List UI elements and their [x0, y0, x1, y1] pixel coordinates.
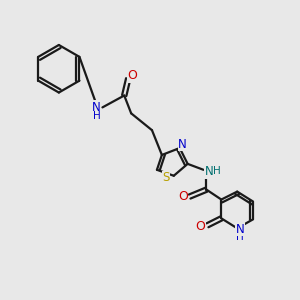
Text: N: N	[205, 165, 214, 178]
Text: H: H	[236, 232, 244, 242]
Text: N: N	[92, 101, 101, 114]
Text: H: H	[214, 166, 221, 176]
Text: N: N	[236, 223, 244, 236]
Text: O: O	[196, 220, 206, 233]
Text: S: S	[162, 171, 169, 184]
Text: O: O	[127, 69, 137, 82]
Text: H: H	[93, 111, 101, 121]
Text: O: O	[178, 190, 188, 203]
Text: N: N	[178, 138, 187, 151]
